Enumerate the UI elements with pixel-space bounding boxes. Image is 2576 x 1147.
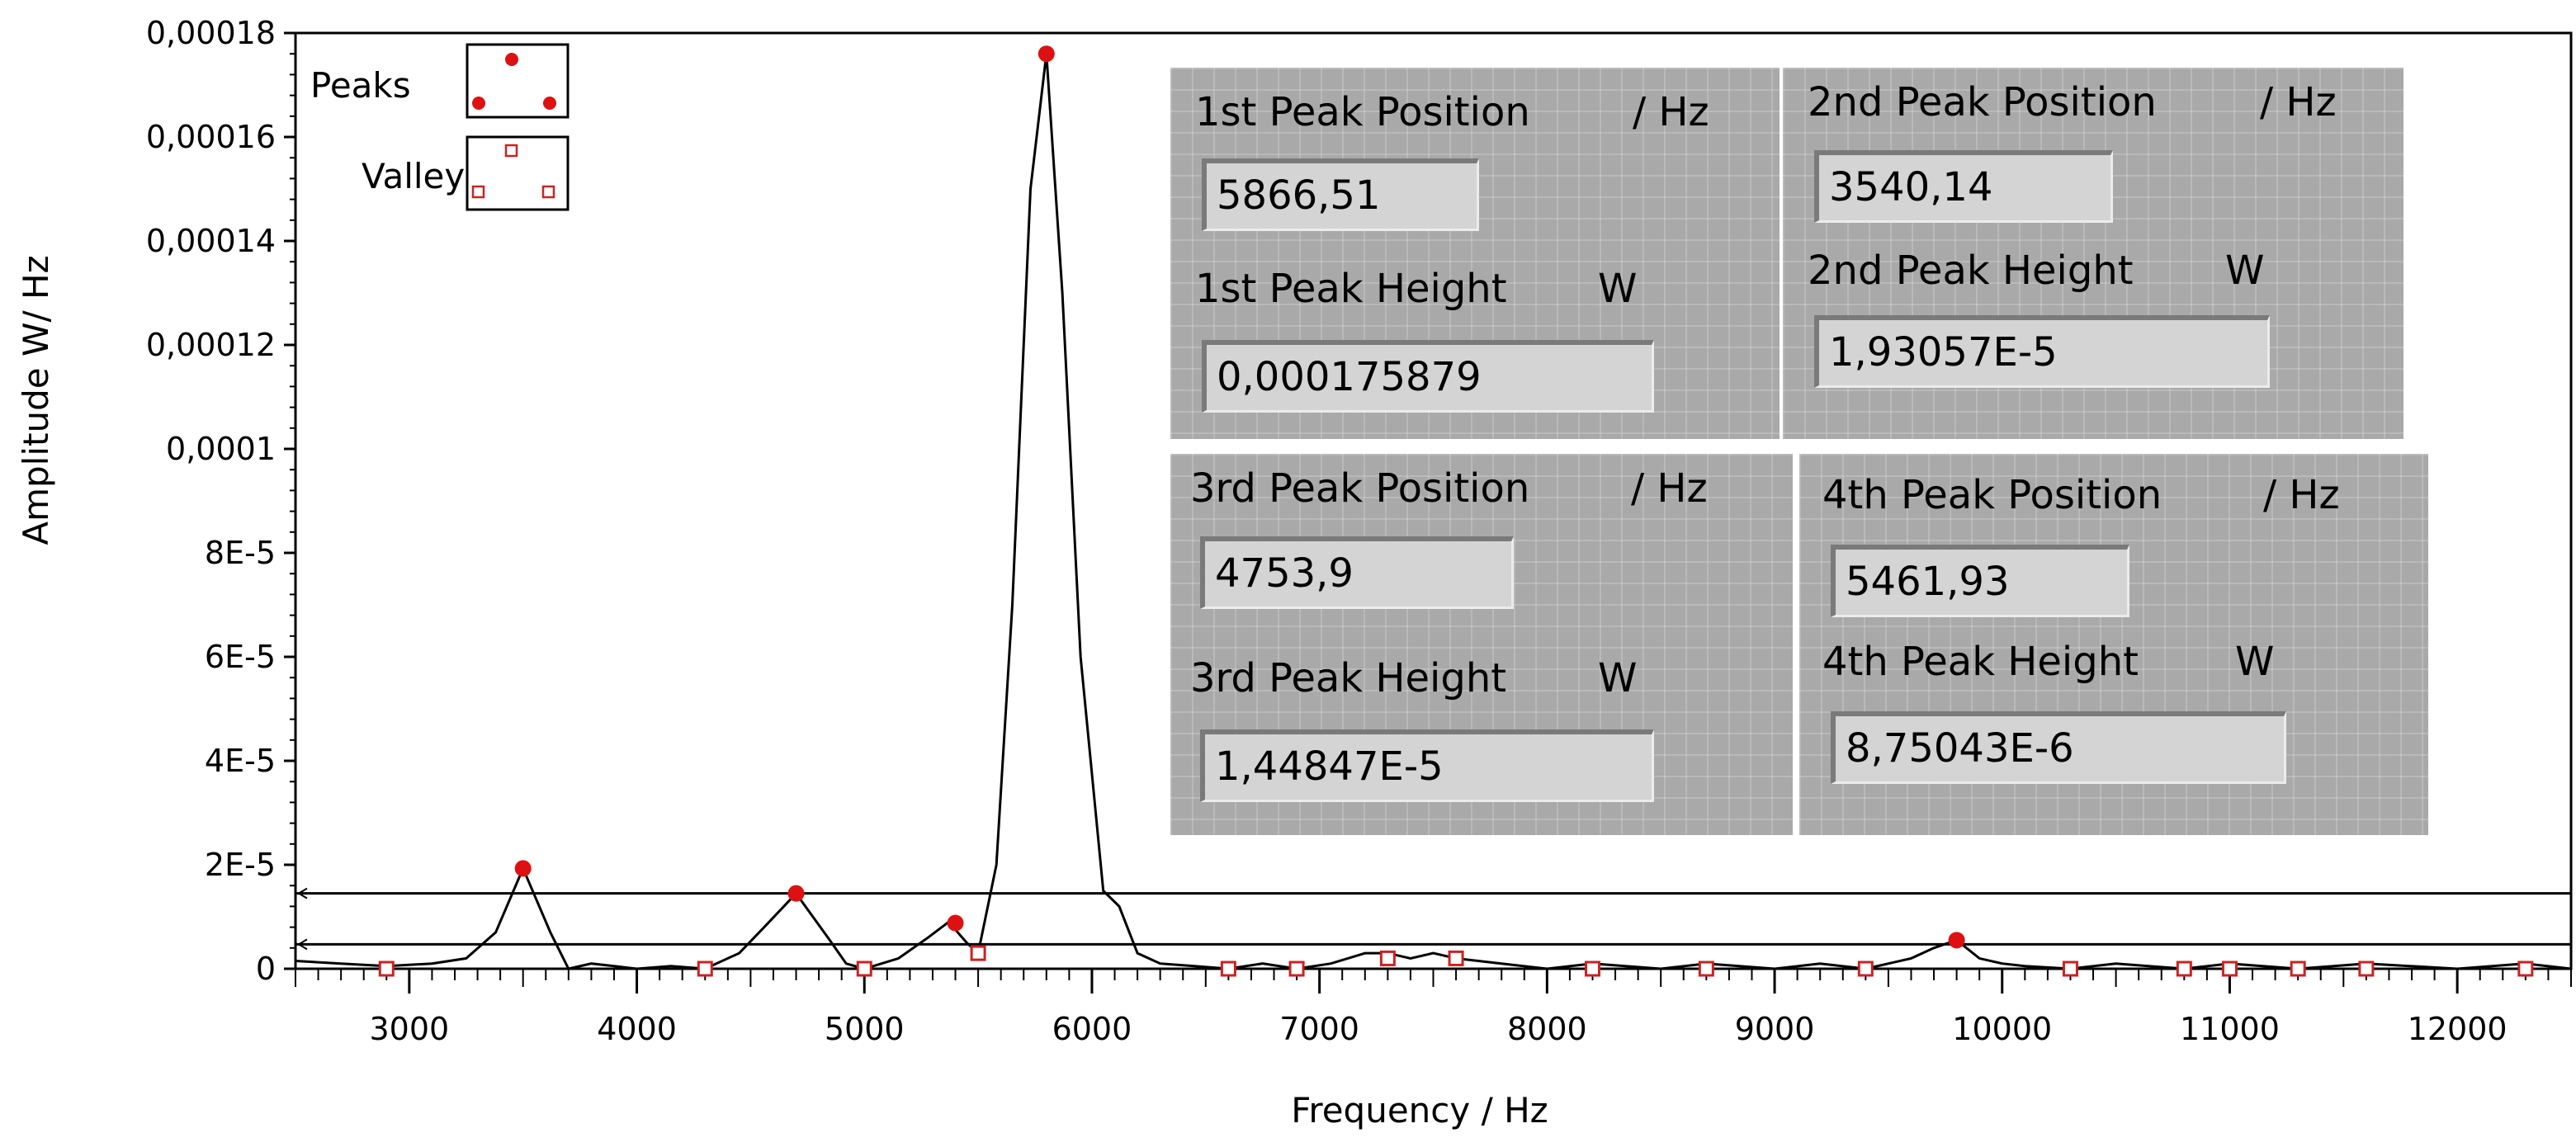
legend-peak-marker bbox=[472, 97, 485, 110]
valley-marker bbox=[378, 961, 395, 977]
peak-2-height-value[interactable]: 1,93057E-5 bbox=[1814, 315, 2270, 388]
peak-4-position-value[interactable]: 5461,93 bbox=[1831, 545, 2129, 617]
peak-3-position-value[interactable]: 4753,9 bbox=[1200, 536, 1514, 609]
cursor-arrow bbox=[297, 938, 308, 951]
legend-label-valleys: Valleys bbox=[362, 156, 483, 196]
valley-marker bbox=[2062, 961, 2078, 977]
peak-2-position-value[interactable]: 3540,14 bbox=[1814, 150, 2113, 223]
valley-marker bbox=[1448, 950, 1464, 966]
y-tick-label: 0,00014 bbox=[146, 223, 276, 259]
spectrum-line bbox=[295, 54, 2572, 970]
peak-2-position-label: 2nd Peak Position bbox=[1808, 79, 2157, 125]
peak-2-panel: 2nd Peak Position / Hz 3540,14 2nd Peak … bbox=[1783, 68, 2403, 439]
y-tick-label: 0,00018 bbox=[146, 15, 276, 51]
peak-1-position-value[interactable]: 5866,51 bbox=[1202, 158, 1479, 231]
peak-4-position-unit: / Hz bbox=[2263, 472, 2340, 518]
valley-marker bbox=[2290, 961, 2306, 977]
peak-marker bbox=[787, 885, 805, 902]
y-tick-label: 0 bbox=[256, 951, 276, 987]
peak-2-height-label: 2nd Peak Height bbox=[1808, 248, 2134, 294]
peak-1-height-label: 1st Peak Height bbox=[1195, 266, 1507, 312]
y-tick-label: 0,0001 bbox=[166, 431, 276, 467]
legend-peak-marker bbox=[505, 53, 518, 66]
peak-marker bbox=[514, 860, 532, 877]
x-tick-label: 10000 bbox=[1952, 1011, 2052, 1047]
y-axis-title: Amplitude W/ Hz bbox=[16, 255, 56, 545]
x-tick-label: 8000 bbox=[1507, 1011, 1587, 1047]
peak-2-height-unit: W bbox=[2225, 248, 2265, 294]
y-tick-label: 0,00012 bbox=[146, 327, 276, 363]
valley-marker bbox=[1379, 950, 1396, 966]
peak-4-panel: 4th Peak Position / Hz 5461,93 4th Peak … bbox=[1799, 454, 2428, 835]
y-tick-label: 4E-5 bbox=[205, 743, 276, 779]
valley-marker bbox=[1857, 961, 1874, 977]
peak-3-panel: 3rd Peak Position / Hz 4753,9 3rd Peak H… bbox=[1170, 454, 1793, 835]
y-tick-label: 2E-5 bbox=[205, 847, 276, 883]
x-tick-label: 7000 bbox=[1279, 1011, 1359, 1047]
valley-marker bbox=[697, 961, 713, 977]
legend-valley-marker bbox=[504, 144, 518, 158]
valley-marker bbox=[970, 945, 986, 961]
peak-4-height-label: 4th Peak Height bbox=[1822, 639, 2139, 685]
peak-4-position-label: 4th Peak Position bbox=[1822, 472, 2162, 518]
x-axis-title: Frequency / Hz bbox=[1291, 1090, 1548, 1130]
peak-2-position-unit: / Hz bbox=[2260, 79, 2337, 125]
peak-4-height-unit: W bbox=[2235, 639, 2275, 685]
y-tick-label: 8E-5 bbox=[205, 535, 276, 571]
cursor-arrow bbox=[297, 887, 308, 899]
x-tick-label: 11000 bbox=[2180, 1011, 2280, 1047]
peak-3-height-unit: W bbox=[1598, 655, 1638, 701]
valley-marker bbox=[1220, 961, 1236, 977]
peak-3-height-value[interactable]: 1,44847E-5 bbox=[1200, 729, 1654, 802]
legend-valley-marker bbox=[541, 185, 555, 199]
peak-marker bbox=[1948, 932, 1965, 949]
y-tick-label: 6E-5 bbox=[205, 639, 276, 675]
valley-marker bbox=[1584, 961, 1600, 977]
valley-marker bbox=[856, 961, 872, 977]
peak-4-height-value[interactable]: 8,75043E-6 bbox=[1831, 711, 2286, 784]
peak-1-panel: 1st Peak Position / Hz 5866,51 1st Peak … bbox=[1170, 68, 1780, 439]
x-tick-label: 9000 bbox=[1735, 1011, 1815, 1047]
valley-marker bbox=[2176, 961, 2192, 977]
valley-marker bbox=[1288, 961, 1305, 977]
legend-peak-marker bbox=[543, 97, 556, 110]
legend: Peaks Valleys bbox=[310, 43, 570, 211]
x-tick-label: 4000 bbox=[597, 1011, 677, 1047]
valley-marker bbox=[2358, 961, 2375, 977]
x-tick-label: 3000 bbox=[369, 1011, 449, 1047]
peak-1-position-unit: / Hz bbox=[1633, 89, 1709, 135]
x-tick-label: 12000 bbox=[2408, 1011, 2507, 1047]
valley-marker bbox=[1698, 961, 1714, 977]
valley-marker bbox=[2517, 961, 2534, 977]
peak-1-position-label: 1st Peak Position bbox=[1195, 89, 1530, 135]
peak-1-height-unit: W bbox=[1598, 266, 1638, 312]
x-tick-label: 6000 bbox=[1052, 1011, 1132, 1047]
peak-3-position-unit: / Hz bbox=[1631, 465, 1708, 512]
peak-3-height-label: 3rd Peak Height bbox=[1190, 655, 1507, 701]
legend-valley-marker bbox=[471, 185, 485, 199]
peak-1-height-value[interactable]: 0,000175879 bbox=[1202, 340, 1654, 413]
peak-marker bbox=[947, 914, 964, 932]
valley-marker bbox=[2221, 961, 2238, 977]
legend-label-peaks: Peaks bbox=[310, 65, 411, 106]
peak-marker bbox=[1037, 45, 1055, 63]
y-tick-label: 0,00016 bbox=[146, 119, 276, 155]
x-tick-label: 5000 bbox=[825, 1011, 905, 1047]
peak-3-position-label: 3rd Peak Position bbox=[1190, 465, 1530, 512]
